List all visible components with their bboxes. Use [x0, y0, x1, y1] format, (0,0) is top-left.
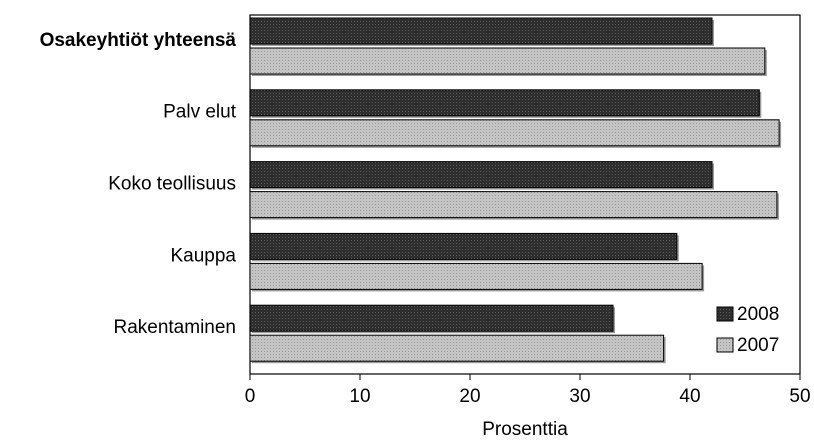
- x-tick-label: 20: [459, 386, 480, 407]
- category-label: Koko teollisuus: [108, 174, 236, 195]
- legend-label: 2008: [737, 304, 779, 325]
- x-tick-label: 0: [245, 386, 256, 407]
- bar-2007: [249, 334, 665, 362]
- category-label: Palv elut: [163, 102, 237, 123]
- category-label: Kauppa: [170, 245, 236, 266]
- bar-2008: [249, 161, 713, 189]
- bar-2007: [249, 119, 780, 147]
- legend-swatch-2008: [716, 306, 734, 322]
- category-labels: Osakeyhtiöt yhteensä Palv elut Koko teolli…: [40, 30, 237, 338]
- bars-group: [249, 17, 782, 364]
- category-label: Osakeyhtiöt yhteensä: [40, 30, 237, 51]
- bar-2008: [249, 17, 713, 45]
- x-axis: 0 10 20 30 40 50: [245, 374, 811, 407]
- x-tick-label: 40: [679, 386, 700, 407]
- bar-2007: [249, 191, 778, 219]
- x-tick-label: 30: [569, 386, 590, 407]
- x-axis-title: Prosenttia: [482, 419, 568, 440]
- bar-2008: [249, 304, 614, 332]
- legend-label: 2007: [737, 335, 779, 356]
- x-tick-label: 50: [789, 386, 810, 407]
- category-label: Rakentaminen: [113, 317, 236, 338]
- bar-2008: [249, 232, 678, 260]
- bar-2007: [249, 47, 766, 75]
- bar-2007: [249, 262, 703, 290]
- legend-swatch-2007: [716, 337, 734, 353]
- bar-2008: [249, 89, 760, 117]
- legend: 2008 2007: [716, 304, 779, 356]
- x-tick-label: 10: [349, 386, 370, 407]
